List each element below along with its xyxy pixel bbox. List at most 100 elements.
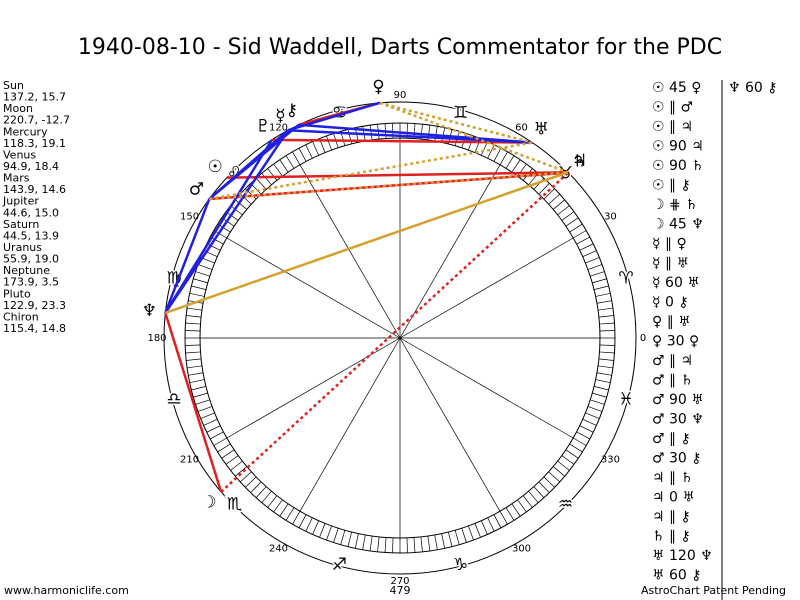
ring-tick [186,315,202,318]
ring-tick [255,177,267,190]
aspect-entry: ☿ ∥ ♅ [652,256,689,272]
planet-name: Chiron [3,310,39,323]
zodiac-sign: ♎ [166,390,181,410]
ring-tick [448,531,453,547]
aspect-line [164,129,290,314]
aspect-entry: ♃ ∥ ♄ [652,470,693,486]
degree-label: 90 [394,90,407,101]
planet-name: Mars [3,172,30,185]
planet-glyph: ♃ [572,151,587,171]
house-spoke [226,237,401,339]
ring-tick [298,514,307,528]
ring-tick [347,531,352,547]
planet-glyph: ☉ [207,157,222,177]
ring-tick [250,481,262,493]
aspect-line [164,139,273,314]
ring-tick [582,250,597,257]
ring-tick [493,148,502,162]
aspect-line [220,171,570,493]
aspect-entry: ☽ ⋕ ♄ [652,197,698,213]
ring-tick [587,406,603,412]
planet-name: Uranus [3,241,42,254]
zodiac-sign: ♓ [618,390,633,410]
ring-tick [221,449,235,459]
ring-tick [595,379,611,384]
planet-position: 44.5, 13.9 [3,229,59,242]
aspect-entry: ♂ 30 ⚷ [652,451,702,467]
planet-position: 115.4, 14.8 [3,322,66,335]
ring-tick [599,330,615,332]
ring-tick [593,285,609,290]
zodiac-sign: ♑ [453,555,468,575]
aspect-line [164,312,223,493]
aspect-entry: ☽ 45 ♆ [652,217,704,233]
ring-tick [213,437,227,446]
ring-tick [187,365,202,369]
ring-tick [552,466,565,477]
ring-tick [377,536,380,552]
ring-tick [538,183,550,195]
planet-position: 122.9, 23.3 [3,299,66,312]
aspect-entry: ♄ ∥ ⚷ [652,529,691,545]
ring-tick [538,481,550,493]
aspect-entry: ♀ 30 ♀ [652,334,699,350]
aspect-entry: ☉ 90 ♃ [652,139,704,155]
ring-tick [561,455,575,465]
ring-tick [481,141,488,156]
title: 1940-08-10 - Sid Waddell, Darts Commenta… [78,35,722,60]
planet-name: Sun [3,79,24,92]
ring-tick [548,471,561,483]
ring-tick [189,292,205,297]
house-spoke [226,337,401,439]
ring-tick [230,205,243,216]
aspect-entry: ♅ 60 ⚷ [652,568,702,584]
aspect-entry: ♆ 60 ⚷ [728,80,778,96]
ring-tick [493,514,502,528]
ring-tick [235,466,248,477]
planet-name: Pluto [3,287,31,300]
ring-tick [185,351,201,354]
ring-tick [582,419,597,426]
zodiac-sign: ♊ [453,103,468,123]
planet-position: 220.7, -12.7 [3,114,70,127]
aspect-entry: ♂ ∥ ♃ [652,353,693,369]
ring-tick [273,163,283,177]
ring-tick [592,392,607,398]
ring-tick [565,217,579,227]
ring-tick [441,533,446,549]
aspect-entry: ♂ 30 ♆ [652,412,704,428]
ring-tick [235,199,248,210]
ring-tick [533,486,545,499]
ring-tick [579,425,594,433]
aspect-entry: ♃ 0 ♅ [652,490,695,506]
ring-tick [565,449,579,459]
ring-tick [292,151,301,165]
degree-label: 60 [515,123,528,134]
planet-glyph: ♆ [142,301,157,321]
ring-tick [598,307,613,311]
zodiac-sign: ♏ [227,494,242,514]
planet-glyph: ⚷ [286,100,298,120]
ring-tick [474,523,481,538]
aspect-entry: ♂ ∥ ♄ [652,373,693,389]
ring-tick [557,460,570,471]
ring-tick [499,511,508,525]
ring-tick [505,155,515,169]
ring-tick [593,386,609,391]
ring-tick [305,517,313,532]
ring-tick [590,271,605,277]
planet-glyph: ☿ [275,106,285,126]
ring-tick [557,205,570,216]
house-spoke [299,164,401,339]
ring-tick [312,520,319,535]
ring-tick [369,125,373,140]
planet-glyph: ♇ [255,116,270,136]
ring-tick [185,322,201,325]
ring-tick [598,358,614,361]
ring-tick [420,536,423,552]
aspect-entry: ☉ ∥ ♂ [652,100,693,116]
planet-name: Neptune [3,264,50,277]
ring-tick [279,159,289,173]
ring-tick [298,148,307,162]
